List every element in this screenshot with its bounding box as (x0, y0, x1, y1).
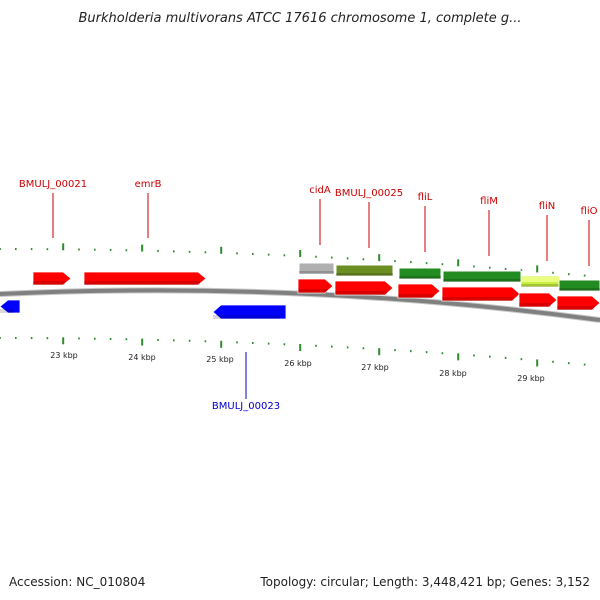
kbp-scale-label: 24 kbp (128, 353, 156, 362)
cog-feature-bar (335, 264, 394, 277)
cog-feature-shade (336, 273, 393, 276)
gene-arrow-shade (557, 306, 594, 310)
cog-feature-shade (399, 276, 441, 279)
gene-arrow (83, 271, 207, 286)
kbp-scale-label: 23 kbp (50, 351, 78, 360)
gene-arrow (212, 304, 287, 320)
cog-feature-bar (558, 279, 600, 292)
gene-label: BMULJ_00023 (212, 401, 280, 412)
cog-feature-shade (559, 288, 600, 291)
gene-label: fliN (539, 201, 556, 212)
cog-feature-highlight (521, 277, 559, 282)
gene-arrow-shade (0, 309, 14, 313)
gene-arrow-shade (298, 289, 327, 293)
gene-label: emrB (135, 179, 162, 190)
gene-label: fliM (480, 196, 498, 207)
genome-summary-text: Topology: circular; Length: 3,448,421 bp… (260, 575, 590, 589)
gene-arrow-shade (33, 281, 65, 285)
gene-arrow (518, 292, 558, 308)
accession-text: Accession: NC_010804 (9, 575, 146, 589)
gene-label: BMULJ_00021 (19, 179, 87, 190)
gene-arrow (441, 286, 521, 302)
gene-label: fliO (581, 206, 598, 217)
cog-feature-bar (398, 267, 442, 280)
gene-arrow-shade (442, 297, 514, 301)
gene-arrow-shade (335, 291, 387, 295)
gene-label: fliL (418, 192, 433, 203)
cog-feature-shade (299, 271, 334, 274)
gene-arrow-shade (84, 281, 200, 285)
kbp-scale-label: 25 kbp (206, 355, 234, 364)
gene-arrow (0, 299, 21, 314)
backbone (0, 288, 600, 322)
gene-label: cidA (309, 185, 331, 196)
kbp-scale-label: 28 kbp (439, 369, 467, 378)
cog-feature-bar (298, 262, 335, 275)
kbp-scale-label: 26 kbp (284, 359, 312, 368)
kbp-scale-label: 29 kbp (517, 374, 545, 383)
cog-feature-shade (521, 284, 559, 287)
gene-arrow (32, 271, 72, 286)
gene-arrow (334, 280, 394, 296)
kbp-scale-label: 27 kbp (361, 363, 389, 372)
map-title: Burkholderia multivorans ATCC 17616 chro… (78, 11, 522, 26)
gene-arrow (297, 278, 334, 294)
cog-feature-shade (443, 279, 521, 282)
gene-arrow (556, 295, 600, 311)
gene-arrow-shade (213, 315, 280, 319)
gene-arrow (397, 283, 441, 299)
gene-arrow-shade (398, 294, 434, 298)
gene-arrow-shade (519, 303, 551, 307)
gene-label: BMULJ_00025 (335, 188, 403, 199)
